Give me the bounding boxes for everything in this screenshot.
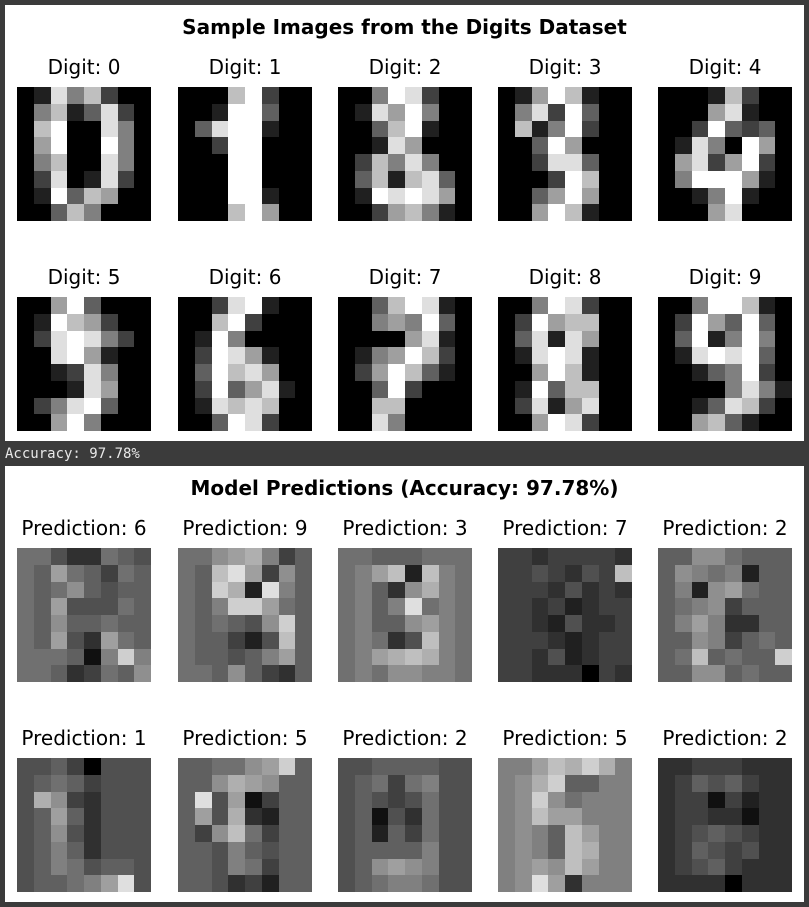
- prediction-panel-label: Prediction: 9: [182, 516, 308, 540]
- prediction-panel-label: Prediction: 1: [21, 726, 147, 750]
- digit-panel-image: [178, 297, 312, 431]
- digit-panel-image: [17, 87, 151, 221]
- prediction-panel-label: Prediction: 3: [342, 516, 468, 540]
- digit-panel-label: Digit: 5: [47, 265, 121, 289]
- prediction-panel-image: [658, 548, 792, 682]
- digit-panel-label: Digit: 0: [47, 55, 121, 79]
- digit-panel-image: [498, 297, 632, 431]
- prediction-panel-label: Prediction: 2: [662, 516, 788, 540]
- prediction-panel-image: [178, 758, 312, 892]
- digit-panel-image: [658, 297, 792, 431]
- digit-panel-label: Digit: 6: [208, 265, 282, 289]
- digit-panel-image: [178, 87, 312, 221]
- digit-panel-image: [498, 87, 632, 221]
- prediction-panel-label: Prediction: 2: [342, 726, 468, 750]
- prediction-panel-image: [178, 548, 312, 682]
- prediction-panel-image: [17, 548, 151, 682]
- digit-panel-image: [338, 297, 472, 431]
- figure-model-predictions: Model Predictions (Accuracy: 97.78%) Pre…: [5, 466, 804, 902]
- prediction-panel-image: [658, 758, 792, 892]
- digit-panel-image: [338, 87, 472, 221]
- prediction-panel-image: [338, 758, 472, 892]
- prediction-panel-label: Prediction: 6: [21, 516, 147, 540]
- digit-panel-image: [658, 87, 792, 221]
- digit-panel-label: Digit: 2: [368, 55, 442, 79]
- digit-panel-image: [17, 297, 151, 431]
- prediction-panel-label: Prediction: 2: [662, 726, 788, 750]
- prediction-panel-image: [338, 548, 472, 682]
- prediction-panel-image: [498, 548, 632, 682]
- figure-sample-images: Sample Images from the Digits Dataset Di…: [5, 5, 804, 441]
- prediction-panel-image: [17, 758, 151, 892]
- digit-panel-label: Digit: 8: [528, 265, 602, 289]
- figure-title: Model Predictions (Accuracy: 97.78%): [190, 476, 619, 500]
- digit-panel-label: Digit: 4: [688, 55, 762, 79]
- prediction-panel-label: Prediction: 5: [182, 726, 308, 750]
- prediction-panel-image: [498, 758, 632, 892]
- digit-panel-label: Digit: 7: [368, 265, 442, 289]
- digit-panel-label: Digit: 9: [688, 265, 762, 289]
- figure-title: Sample Images from the Digits Dataset: [182, 15, 627, 39]
- digit-panel-label: Digit: 1: [208, 55, 282, 79]
- prediction-panel-label: Prediction: 7: [502, 516, 628, 540]
- accuracy-output: Accuracy: 97.78%: [5, 446, 140, 462]
- digit-panel-label: Digit: 3: [528, 55, 602, 79]
- prediction-panel-label: Prediction: 5: [502, 726, 628, 750]
